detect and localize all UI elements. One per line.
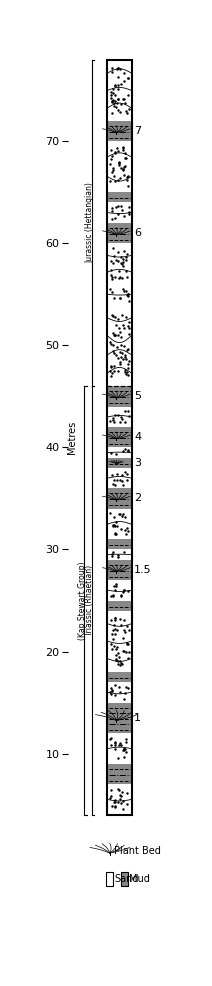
Text: 1: 1	[134, 713, 141, 723]
Text: Mud: Mud	[129, 875, 150, 884]
Bar	[107, 682, 132, 703]
Bar	[107, 427, 132, 448]
Bar	[107, 305, 132, 387]
Bar	[107, 784, 132, 814]
Bar	[107, 120, 132, 141]
Bar	[107, 141, 132, 192]
Bar	[107, 244, 132, 284]
Bar	[107, 610, 132, 672]
Bar	[107, 560, 132, 580]
Text: 4: 4	[134, 432, 141, 442]
Bar	[107, 406, 132, 427]
Text: Metres: Metres	[67, 421, 77, 454]
Bar	[107, 509, 132, 539]
Text: Sand: Sand	[115, 875, 139, 884]
Bar	[107, 192, 132, 202]
Bar	[107, 223, 132, 244]
Bar	[107, 539, 132, 549]
Text: Plant Bed: Plant Bed	[114, 846, 161, 856]
Text: 6: 6	[134, 228, 141, 238]
Text: 2: 2	[134, 493, 141, 504]
Bar	[107, 284, 132, 305]
Bar	[107, 580, 132, 600]
Text: 1.5: 1.5	[134, 565, 152, 575]
Text: Triassic (Rhaetian): Triassic (Rhaetian)	[85, 565, 94, 636]
Bar	[107, 458, 132, 467]
Text: 5: 5	[134, 391, 141, 401]
Text: Jurassic (Hettangian): Jurassic (Hettangian)	[85, 182, 94, 263]
Bar	[107, 764, 132, 784]
Bar	[107, 59, 132, 814]
Bar	[107, 448, 132, 458]
Bar	[107, 59, 132, 120]
Bar	[107, 202, 132, 223]
Text: 3: 3	[134, 458, 141, 467]
Bar	[107, 488, 132, 509]
Bar	[121, 872, 128, 886]
Bar	[107, 387, 132, 406]
Text: 7: 7	[134, 126, 141, 136]
Bar	[107, 672, 132, 682]
Bar	[107, 734, 132, 764]
Bar	[107, 600, 132, 610]
Text: (Kap Stewart Group): (Kap Stewart Group)	[78, 561, 87, 640]
Bar	[107, 549, 132, 560]
Bar	[107, 703, 132, 734]
Bar	[107, 467, 132, 488]
Bar	[106, 872, 113, 886]
